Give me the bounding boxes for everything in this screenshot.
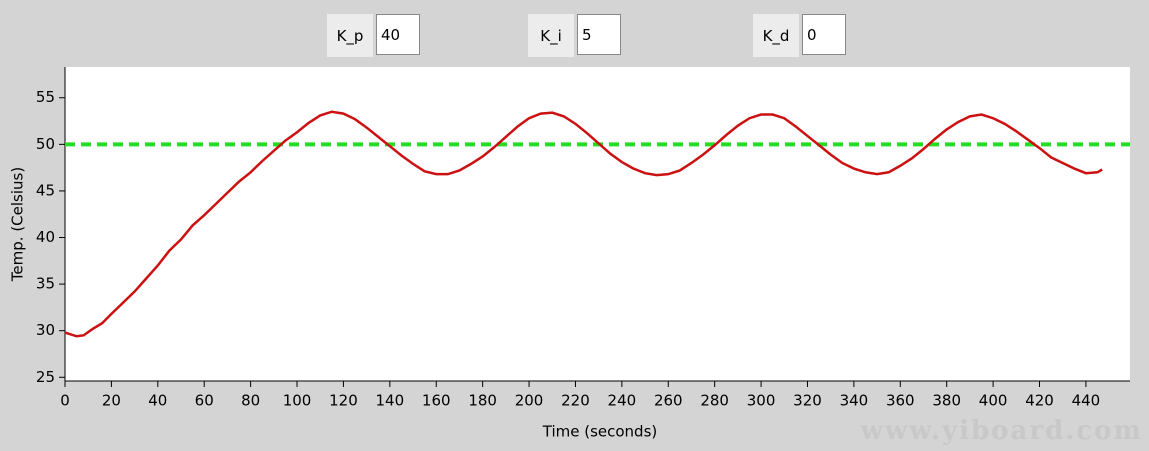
x-tick-label: 400	[979, 392, 1008, 410]
y-tick-label: 50	[36, 135, 55, 153]
temperature-line	[64, 110, 1103, 338]
x-tick-label: 440	[1072, 392, 1101, 410]
param-input[interactable]: 5	[577, 14, 621, 55]
x-tick-label: 160	[422, 392, 451, 410]
x-tick-label: 180	[468, 392, 497, 410]
y-tick-label: 45	[36, 181, 55, 199]
x-tick-label: 240	[608, 392, 637, 410]
x-tick-label: 360	[886, 392, 915, 410]
y-tick-label: 40	[36, 228, 55, 246]
param-input[interactable]: 0	[802, 14, 846, 55]
x-tick-label: 120	[329, 392, 358, 410]
x-tick-label: 100	[283, 392, 312, 410]
x-tick-label: 20	[102, 392, 121, 410]
y-tick-label: 55	[36, 88, 55, 106]
x-tick-label: 140	[376, 392, 405, 410]
x-tick-label: 200	[515, 392, 544, 410]
y-axis-label: Temp. (Celsius)	[9, 167, 27, 282]
plot-area	[65, 67, 1130, 381]
y-tick-label: 30	[36, 321, 55, 339]
param-label: K_p	[327, 14, 373, 57]
x-tick-label: 80	[241, 392, 260, 410]
x-tick-label: 340	[840, 392, 869, 410]
x-tick-label: 300	[747, 392, 776, 410]
x-axis-label: Time (seconds)	[542, 423, 658, 441]
x-tick-label: 220	[561, 392, 590, 410]
param-label: K_d	[753, 14, 799, 57]
y-tick-label: 35	[36, 275, 55, 293]
x-tick-label: 0	[60, 392, 70, 410]
x-tick-label: 280	[700, 392, 729, 410]
x-tick-label: 320	[793, 392, 822, 410]
param-input[interactable]: 40	[376, 14, 420, 55]
x-tick-label: 380	[932, 392, 961, 410]
param-label: K_i	[528, 14, 574, 57]
x-tick-label: 260	[654, 392, 683, 410]
x-tick-label: 420	[1025, 392, 1054, 410]
x-tick-label: 60	[195, 392, 214, 410]
watermark: www.yiboard.com	[859, 416, 1143, 446]
x-tick-label: 40	[148, 392, 167, 410]
y-tick-label: 25	[36, 368, 55, 386]
